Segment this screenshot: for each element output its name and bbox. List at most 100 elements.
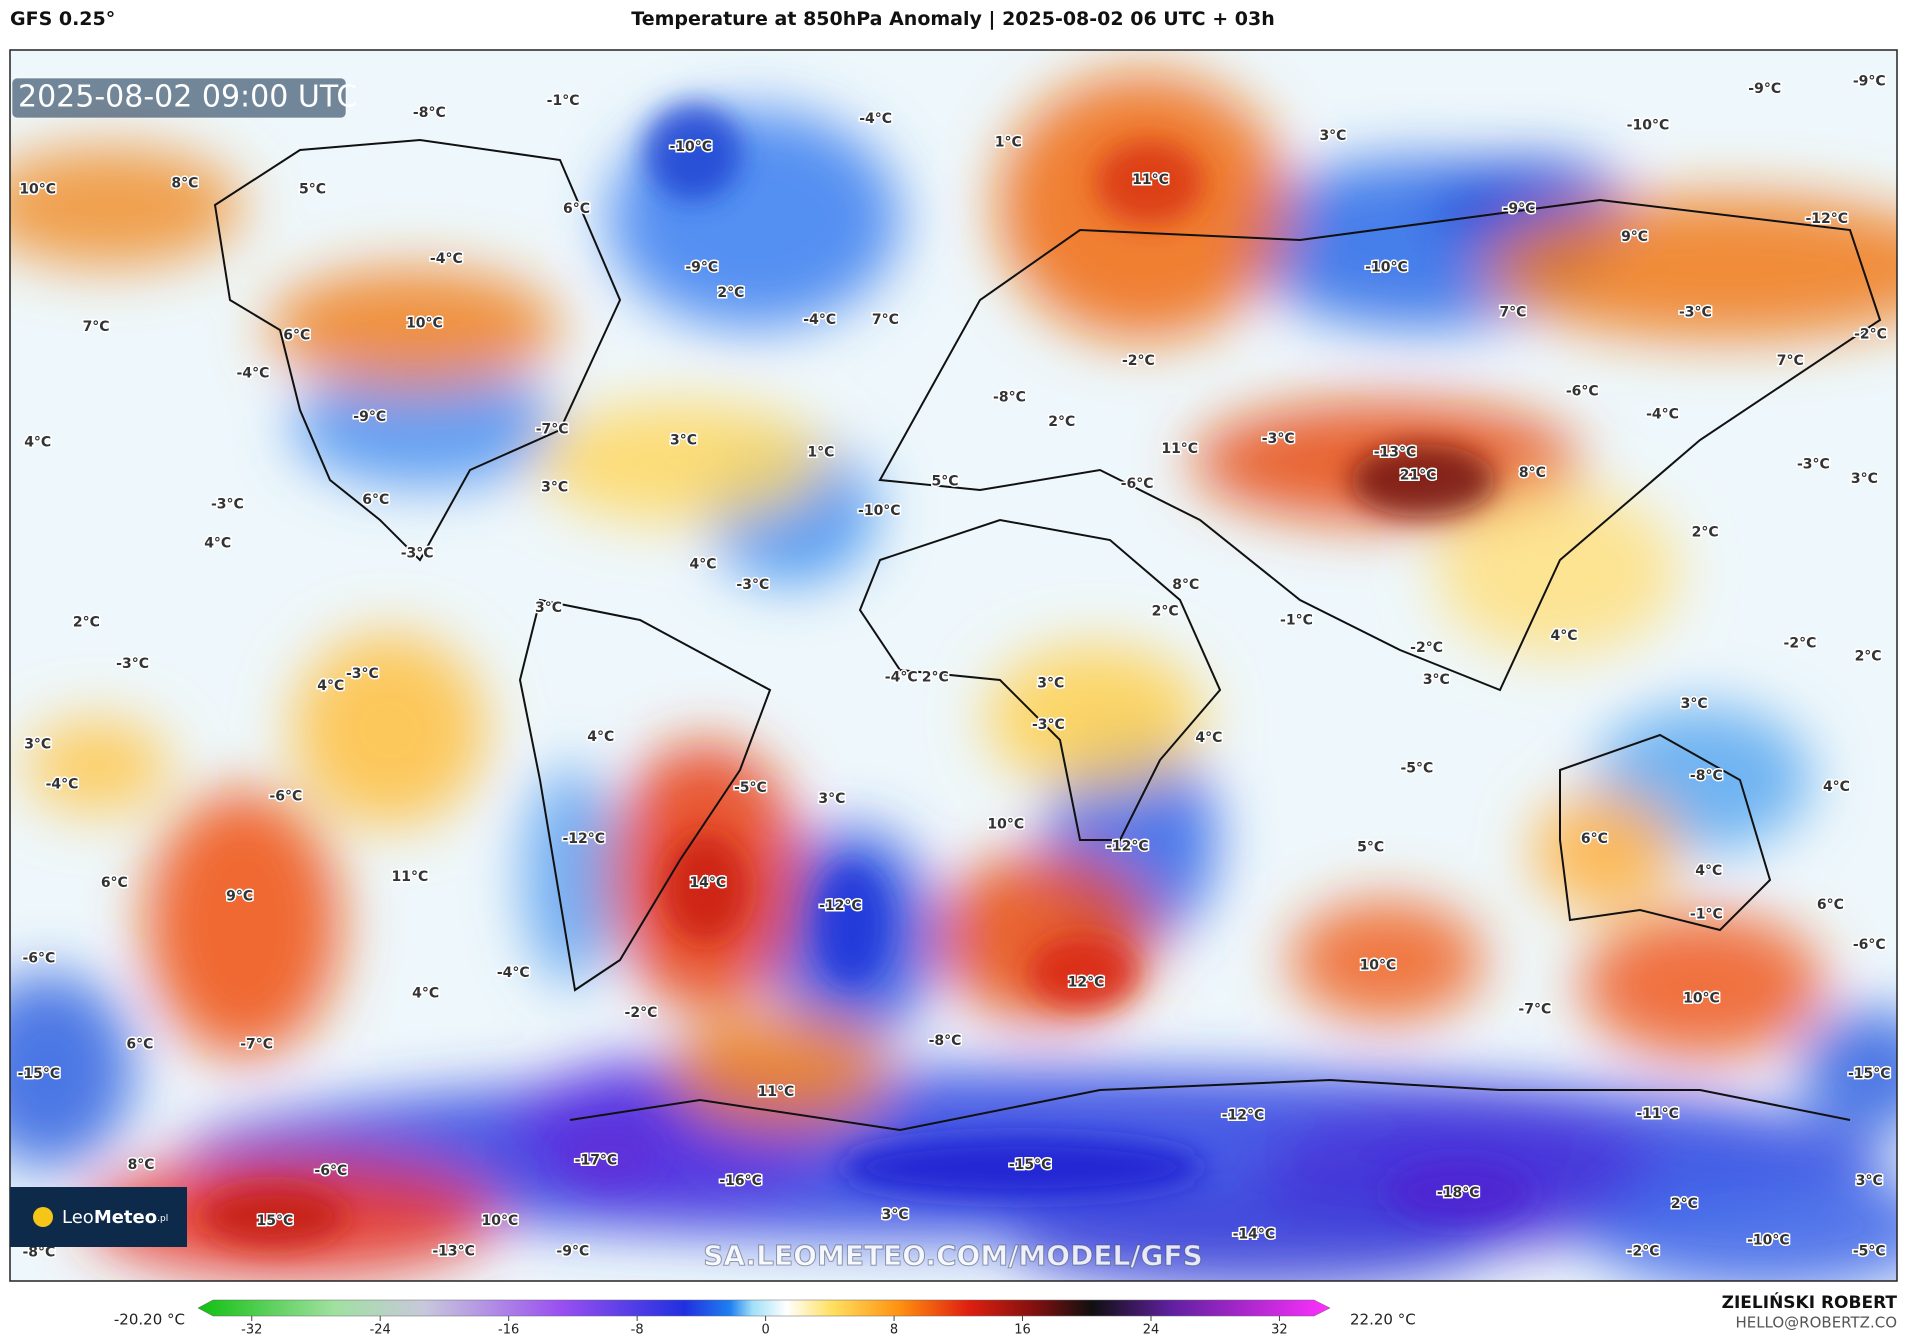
colorbar-min: -20.20 °C xyxy=(114,1311,185,1329)
temperature-label: 4°C xyxy=(1695,863,1722,879)
temperature-label: -3°C xyxy=(1679,305,1712,321)
temperature-label: 3°C xyxy=(1423,672,1450,688)
anomaly-blob xyxy=(522,766,621,986)
anomaly-blob xyxy=(1435,486,1679,657)
temperature-label: 6°C xyxy=(1817,897,1844,913)
temperature-label: -12°C xyxy=(819,898,862,914)
valid-time: 2025-08-02 09:00 UTC xyxy=(18,80,357,115)
temperature-label: 10°C xyxy=(1683,990,1720,1006)
colorbar-tick-label: 24 xyxy=(1143,1323,1160,1338)
map-frame xyxy=(9,49,1898,1282)
temperature-label: 2°C xyxy=(717,285,744,301)
temperature-label: 7°C xyxy=(83,319,110,335)
temperature-label: 3°C xyxy=(1681,696,1708,712)
temperature-label: 7°C xyxy=(1777,353,1804,369)
temperature-label: -6°C xyxy=(314,1163,347,1179)
temperature-label: 10°C xyxy=(406,316,443,332)
temperature-label: -3°C xyxy=(736,577,769,593)
colorbar-tick-label: 8 xyxy=(890,1323,898,1338)
temperature-label: -14°C xyxy=(1233,1226,1276,1242)
anomaly-blob xyxy=(24,717,171,815)
temperature-label: 4°C xyxy=(1195,730,1222,746)
temperature-label: 2°C xyxy=(922,669,949,685)
temperature-label: 5°C xyxy=(1357,840,1384,856)
temperature-label: 6°C xyxy=(362,492,389,508)
temperature-label: -6°C xyxy=(1566,384,1599,400)
temperature-label: 3°C xyxy=(535,600,562,616)
anomaly-core-blob xyxy=(662,833,748,943)
temperature-label: 8°C xyxy=(128,1157,155,1173)
north-america-outline xyxy=(213,138,622,562)
temperature-label: 3°C xyxy=(1856,1173,1883,1189)
temperature-label: 12°C xyxy=(1068,975,1105,991)
temperature-label: 6°C xyxy=(1581,831,1608,847)
colorbar-tick-label: -24 xyxy=(370,1323,391,1338)
temperature-label: -7°C xyxy=(240,1037,273,1053)
anomaly-blob xyxy=(291,632,487,828)
anomaly-blob xyxy=(668,1009,888,1132)
watermark: SA.LEOMETEO.COM/MODEL/GFS xyxy=(703,1239,1203,1272)
logo-leo: Leo xyxy=(62,1207,94,1228)
temperature-label: -7°C xyxy=(536,421,569,437)
temperature-label: -3°C xyxy=(211,497,244,513)
temperature-label: -12°C xyxy=(1106,838,1149,854)
logo-tld: .pl xyxy=(157,1214,168,1224)
anomaly-core xyxy=(200,103,1533,1247)
temperature-label: 6°C xyxy=(563,201,590,217)
temperature-label: -2°C xyxy=(1410,640,1443,656)
temperature-label: -1°C xyxy=(1690,907,1723,923)
anomaly-core-blob xyxy=(1349,443,1496,517)
temperature-label: -3°C xyxy=(1797,457,1830,473)
temperature-label: -9°C xyxy=(556,1243,589,1259)
temperature-label: 6°C xyxy=(126,1037,153,1053)
temperature-label: -8°C xyxy=(23,1245,56,1261)
temperature-label: -8°C xyxy=(929,1033,962,1049)
temperature-label: -15°C xyxy=(18,1066,61,1082)
temperature-label: -7°C xyxy=(1518,1001,1551,1017)
temperature-label: 9°C xyxy=(1621,229,1648,245)
temperature-label: -9°C xyxy=(1503,201,1536,217)
temperature-label: -9°C xyxy=(1748,81,1781,97)
temperature-label: 11°C xyxy=(758,1084,795,1100)
logo-sun xyxy=(33,1207,53,1227)
anomaly-blob xyxy=(985,644,1205,791)
anomaly-blob xyxy=(291,364,560,487)
eurasia-outline xyxy=(878,198,1882,692)
temperature-label: -1°C xyxy=(547,93,580,109)
temperature-label: 4°C xyxy=(24,435,51,451)
temperature-label: 2°C xyxy=(1152,604,1179,620)
anomaly-blob xyxy=(10,972,134,1168)
temperature-label: -15°C xyxy=(1009,1157,1052,1173)
anomaly-blob xyxy=(1483,194,1897,341)
temperature-label: -18°C xyxy=(1437,1185,1480,1201)
temperature-label: 4°C xyxy=(412,986,439,1002)
temperature-label: 11°C xyxy=(1132,172,1169,188)
temperature-label: 2°C xyxy=(1671,1196,1698,1212)
anomaly-blob xyxy=(1581,912,1825,1059)
temperature-label: -4°C xyxy=(885,669,918,685)
colorbar: -20.20 °C 22.20 °C -32 -24 -16 -8 0 8 16 24 32 xyxy=(114,1299,1416,1338)
temperature-label: -3°C xyxy=(401,545,434,561)
temperature-label: 2°C xyxy=(1048,414,1075,430)
map-title: Temperature at 850hPa Anomaly | 2025-08-… xyxy=(631,8,1274,30)
anomaly-core-blob xyxy=(1027,936,1138,1010)
africa-outline xyxy=(858,518,1222,841)
temperature-label: 5°C xyxy=(299,182,326,198)
temperature-label: 11°C xyxy=(1161,441,1198,457)
temperature-label: -3°C xyxy=(346,666,379,682)
temperature-label: 3°C xyxy=(670,432,697,448)
temperature-label: 3°C xyxy=(24,736,51,752)
temperature-label: 7°C xyxy=(1499,305,1526,321)
temperature-label: 10°C xyxy=(1360,958,1397,974)
temperature-label: -5°C xyxy=(1853,1243,1886,1259)
temperature-label: -9°C xyxy=(685,260,718,276)
temperature-label: 2°C xyxy=(1855,649,1882,665)
anomaly-core-blob xyxy=(814,863,888,986)
temperature-label: -6°C xyxy=(269,789,302,805)
anomaly-core-blob xyxy=(1386,1161,1533,1223)
model-name: GFS 0.25° xyxy=(10,8,115,30)
temperature-label: -8°C xyxy=(993,390,1026,406)
anomaly-blob xyxy=(267,267,560,390)
temperature-label: -12°C xyxy=(562,831,605,847)
